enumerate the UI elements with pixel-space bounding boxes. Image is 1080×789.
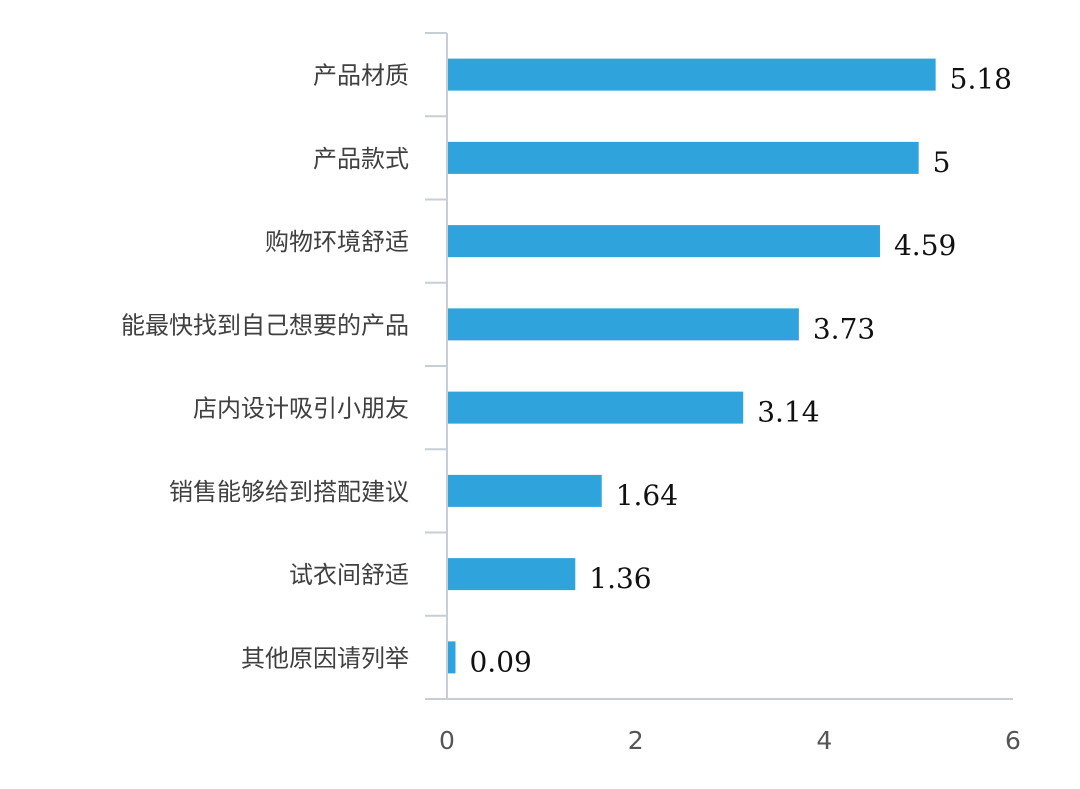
bar-2 bbox=[448, 225, 880, 258]
x-tick-label-2: 4 bbox=[816, 726, 832, 755]
value-label-0: 5.18 bbox=[950, 63, 1012, 96]
bar-6 bbox=[448, 558, 576, 591]
category-label-3: 能最快找到自己想要的产品 bbox=[121, 311, 409, 339]
value-label-5: 1.64 bbox=[616, 479, 678, 512]
value-label-7: 0.09 bbox=[469, 645, 531, 678]
category-label-5: 销售能够给到搭配建议 bbox=[169, 478, 409, 506]
value-label-2: 4.59 bbox=[894, 229, 956, 262]
value-label-3: 3.73 bbox=[813, 312, 875, 345]
category-label-2: 购物环境舒适 bbox=[265, 228, 409, 256]
x-tick-label-1: 2 bbox=[628, 726, 644, 755]
bar-1 bbox=[448, 141, 919, 174]
value-label-4: 3.14 bbox=[757, 396, 819, 429]
bars-layer bbox=[448, 58, 936, 674]
bar-5 bbox=[448, 474, 602, 507]
labels-layer: 产品材质 5.18 产品款式 5 购物环境舒适 4.59 能最快找到自己想要的产品 3.73 店… bbox=[121, 62, 1021, 755]
value-label-1: 5 bbox=[933, 146, 951, 179]
x-tick-label-0: 0 bbox=[439, 726, 455, 755]
category-label-0: 产品材质 bbox=[313, 62, 409, 90]
category-label-4: 店内设计吸引小朋友 bbox=[193, 395, 409, 423]
category-label-1: 产品款式 bbox=[313, 145, 409, 173]
bar-3 bbox=[448, 308, 799, 341]
bar-0 bbox=[448, 58, 936, 91]
x-tick-label-3: 6 bbox=[1005, 726, 1021, 755]
bar-4 bbox=[448, 391, 744, 424]
axis-layer bbox=[425, 32, 1013, 700]
category-label-7: 其他原因请列举 bbox=[241, 644, 409, 672]
category-label-6: 试衣间舒适 bbox=[289, 561, 409, 589]
value-label-6: 1.36 bbox=[589, 562, 651, 595]
bar-7 bbox=[448, 641, 456, 674]
